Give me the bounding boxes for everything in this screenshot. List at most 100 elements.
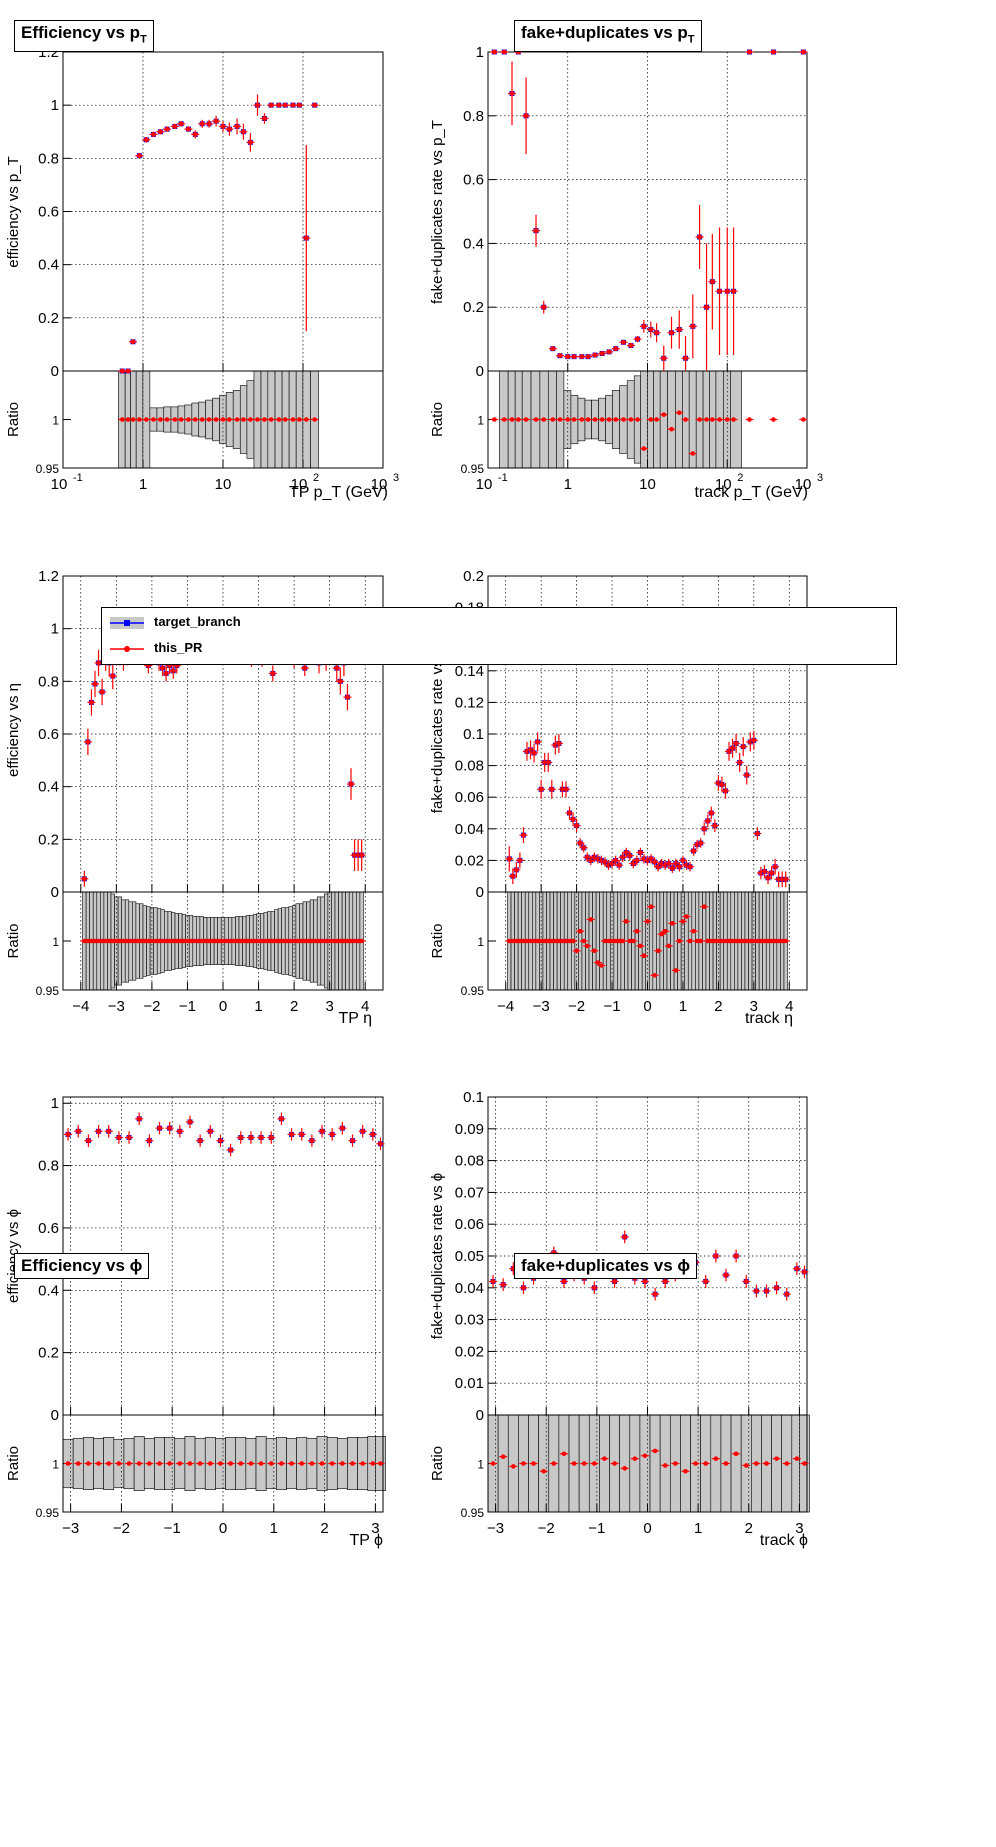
pr-point (754, 831, 760, 836)
ratio-point (258, 1461, 264, 1466)
ratio-point (248, 1461, 254, 1466)
y-tick-label: 0 (476, 363, 484, 380)
ratio-axis-label: Ratio (5, 923, 22, 958)
pr-point (228, 1147, 234, 1153)
ratio-point (106, 1461, 112, 1466)
pr-point (378, 1141, 383, 1147)
pr-point (319, 1128, 325, 1134)
ratio-point (144, 417, 149, 422)
ratio-point (794, 1456, 800, 1461)
ratio-band-bin (629, 1414, 641, 1513)
ratio-point (631, 938, 636, 944)
pr-point (125, 368, 131, 374)
pr-point (723, 1272, 729, 1278)
ratio-band-bin (592, 891, 597, 991)
legend-label-target: target_branch (154, 614, 241, 629)
pr-point (248, 1135, 254, 1140)
ratio-point (350, 1461, 355, 1466)
ratio-point (602, 1456, 607, 1461)
pr-point (160, 665, 165, 671)
pr-point (329, 1132, 335, 1137)
ratio-point (710, 417, 715, 422)
pr-point (360, 1128, 366, 1134)
ratio-point (690, 451, 696, 456)
ratio-point (622, 1466, 628, 1471)
pr-point (740, 744, 746, 750)
pr-point (772, 864, 778, 870)
y-tick-label: 0 (476, 884, 484, 901)
ratio-point (126, 1461, 132, 1466)
pr-point (85, 739, 91, 745)
pr-point (703, 1279, 709, 1284)
x-tick-label: −1 (604, 998, 621, 1015)
y-tick-label: 0.08 (455, 758, 484, 775)
ratio-point (623, 919, 629, 924)
pr-point (302, 665, 308, 671)
ratio-point (620, 938, 625, 944)
x-tick-label: 10 (51, 476, 68, 493)
y-tick-label: 0 (476, 1407, 484, 1424)
ratio-point (329, 1461, 335, 1466)
pr-point (206, 121, 212, 127)
pr-point (621, 339, 626, 345)
pr-point (312, 102, 318, 108)
ratio-band-bin (595, 891, 600, 991)
ratio-point (521, 1461, 526, 1466)
ratio-band-bin (639, 1414, 651, 1513)
pr-point (186, 126, 191, 132)
pr-point (701, 826, 707, 832)
ratio-point (592, 417, 598, 422)
ratio-point (802, 1461, 807, 1466)
pr-point (709, 279, 715, 285)
pr-point (119, 368, 125, 374)
ratio-point (116, 1461, 122, 1466)
pr-point (339, 1125, 345, 1131)
y-tick-label: 0.05 (455, 1248, 484, 1265)
pr-point (712, 823, 718, 829)
x-tick-label: 10 (715, 476, 732, 493)
ratio-point (227, 417, 232, 422)
pr-point (713, 1253, 719, 1259)
x-tick-label: −1 (179, 998, 196, 1015)
pr-point (207, 1128, 213, 1134)
ratio-point (704, 417, 709, 422)
ratio-y-tick-label: 0.95 (461, 462, 485, 476)
ratio-point (606, 417, 612, 422)
ratio-point (574, 948, 579, 954)
pr-point (192, 132, 198, 137)
y-tick-label: 0.09 (455, 1121, 484, 1138)
ratio-point (588, 917, 594, 922)
pr-point (177, 1128, 183, 1134)
x-tick-label: 4 (785, 998, 793, 1015)
ratio-point (541, 1468, 546, 1474)
ratio-point (378, 1461, 383, 1466)
ratio-point (501, 417, 507, 422)
ratio-point (584, 943, 590, 949)
ratio-point (178, 417, 184, 422)
y-tick-label: 0.2 (463, 568, 484, 585)
pr-point (521, 832, 526, 838)
pr-point (226, 126, 232, 132)
x-tick-label: 4 (361, 998, 369, 1015)
y-tick-label: 0.8 (38, 1158, 59, 1175)
pr-point (218, 1138, 223, 1144)
ratio-point (206, 417, 212, 422)
ratio-axis-label: Ratio (429, 1446, 446, 1481)
pr-point (126, 1135, 132, 1140)
y-tick-label: 0.2 (463, 299, 484, 316)
pr-point (751, 737, 757, 743)
pr-point (731, 288, 736, 294)
y-tick-label: 0.12 (455, 694, 484, 711)
title-fake-phi: fake+duplicates vs ϕ (514, 1253, 698, 1279)
pr-point (178, 121, 184, 127)
y-tick-label: 0.07 (455, 1184, 484, 1201)
ratio-y-tick-label: 0.95 (461, 984, 485, 998)
ratio-point (687, 938, 693, 944)
ratio-band-bin (497, 1414, 509, 1513)
ratio-point (500, 1454, 506, 1460)
ratio-point (634, 928, 640, 934)
ratio-band-bin (666, 891, 671, 991)
pr-point (170, 668, 176, 674)
ratio-point (511, 1464, 516, 1469)
ratio-point (754, 1461, 759, 1466)
